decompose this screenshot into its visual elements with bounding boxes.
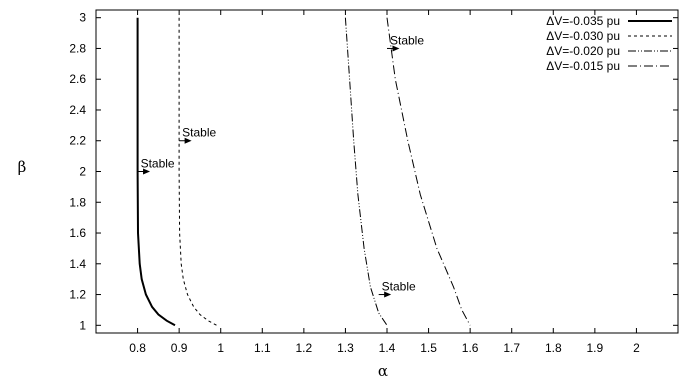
y-tick-label: 2 [79,165,86,179]
x-tick-label: 1.2 [296,341,313,355]
y-tick-label: 2.6 [69,72,86,86]
x-tick-label: 0.9 [171,341,188,355]
series-line-4 [386,17,471,326]
series-line-1 [136,17,176,327]
x-tick-label: 0.8 [129,341,146,355]
y-tick-label: 1.6 [69,226,86,240]
annotation-layer: Stable Stable Stable Stable [137,33,424,298]
legend-label-1: ΔV=-0.035 pu [546,14,620,28]
x-axis-label: α [378,362,388,380]
x-tick-label: 1.3 [337,341,354,355]
x-tick-label: 1.7 [503,341,520,355]
series-layer [136,17,471,327]
x-tick-label: 1 [217,341,224,355]
legend-label-2: ΔV=-0.030 pu [546,29,620,43]
y-tick-label: 2.2 [69,134,86,148]
series-line-3 [344,17,388,326]
x-tick-label: 1.9 [587,341,604,355]
y-tick-label: 1 [79,318,86,332]
legend-label-3: ΔV=-0.020 pu [546,44,620,58]
y-tick-label: 1.2 [69,288,86,302]
stable-arrow-head [384,291,392,298]
stable-arrow-head [143,168,151,175]
x-axis-ticks: 0.8 0.9 1 1.1 1.2 1.3 1.4 1.5 1.6 1.7 1.8 1.9 2 [129,10,640,355]
x-tick-label: 1.6 [462,341,479,355]
y-tick-label: 1.4 [69,257,86,271]
x-tick-label: 2 [633,341,640,355]
stable-arrow-head [184,137,192,144]
stable-annotation-label: Stable [382,280,416,294]
x-tick-label: 1.4 [379,341,396,355]
legend-label-4: ΔV=-0.015 pu [546,59,620,73]
stable-arrow-head [392,45,400,52]
y-tick-label: 1.8 [69,195,86,209]
y-axis-ticks: 1 1.2 1.4 1.6 1.8 2 2.2 2.4 2.6 2.8 3 [69,11,678,332]
x-tick-label: 1.5 [420,341,437,355]
stable-annotation-label: Stable [141,157,175,171]
y-tick-label: 2.8 [69,41,86,55]
stable-annotation-label: Stable [390,33,424,47]
y-axis-label: β [18,158,27,176]
y-tick-label: 3 [79,11,86,25]
x-tick-label: 1.1 [254,341,271,355]
stable-annotation-label: Stable [182,126,216,140]
series-line-2 [178,17,217,326]
y-tick-label: 2.4 [69,103,86,117]
x-tick-label: 1.8 [545,341,562,355]
